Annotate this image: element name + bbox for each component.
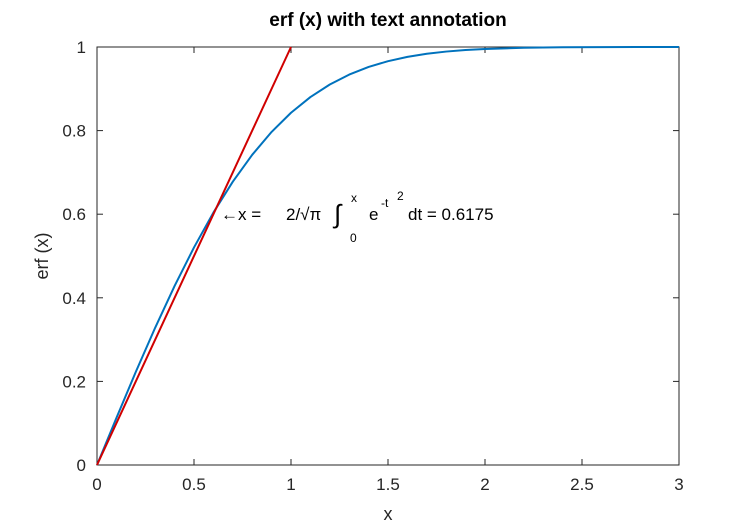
- x-tick-label: 0: [92, 475, 101, 494]
- plot-area: 0 0.5 1 1.5 2 2.5 3 0 0.2 0.4 0.6 0.8 1: [62, 38, 683, 494]
- series-layer: [96, 46, 680, 466]
- y-tick-label: 0: [77, 456, 86, 475]
- x-tick-label: 0.5: [182, 475, 206, 494]
- axis-ticks: 0 0.5 1 1.5 2 2.5 3 0 0.2 0.4 0.6 0.8 1: [62, 38, 683, 494]
- text-annotation: ←x = 2/√π ∫ x 0 e -t 2 dt = 0.6175: [221, 189, 494, 245]
- x-tick-label: 3: [674, 475, 683, 494]
- annotation-arrow-text: ←x =: [221, 205, 261, 224]
- x-tick-label: 2.5: [570, 475, 594, 494]
- y-tick-label: 0.8: [62, 122, 86, 141]
- annotation-lower-limit: 0: [350, 231, 357, 245]
- y-tick-label: 0.4: [62, 289, 86, 308]
- annotation-upper-limit: x: [351, 191, 357, 205]
- y-tick-label: 0.6: [62, 205, 86, 224]
- annotation-expression: 2/√π: [286, 205, 321, 224]
- y-tick-label: 1: [77, 38, 86, 57]
- x-tick-label: 2: [480, 475, 489, 494]
- chart-title: erf (x) with text annotation: [269, 10, 507, 31]
- annotation-exponent: -t: [381, 196, 389, 210]
- erf-curve-line: [96, 46, 680, 466]
- axes-box: [96, 46, 680, 466]
- annotation-rest: dt = 0.6175: [408, 205, 494, 224]
- tangent-line: [96, 46, 292, 466]
- y-axis-label: erf (x): [32, 233, 52, 280]
- annotation-exponent-power: 2: [397, 189, 404, 203]
- annotation-integral-sign: ∫: [332, 199, 343, 229]
- x-tick-label: 1.5: [376, 475, 400, 494]
- x-axis-label: x: [384, 504, 393, 524]
- y-tick-label: 0.2: [62, 372, 86, 391]
- x-tick-label: 1: [286, 475, 295, 494]
- annotation-base: e: [369, 205, 378, 224]
